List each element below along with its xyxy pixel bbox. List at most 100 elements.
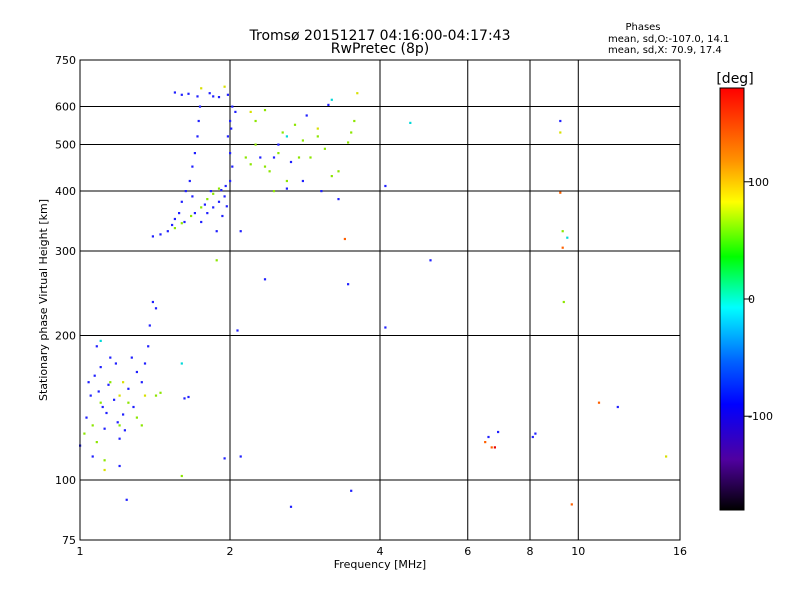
data-point — [91, 455, 94, 458]
data-point — [109, 381, 112, 384]
data-point — [99, 401, 102, 404]
data-point — [254, 143, 257, 146]
data-point — [570, 503, 573, 506]
data-point — [347, 141, 350, 144]
data-point — [249, 163, 252, 166]
y-tick-label: 100 — [55, 474, 76, 487]
data-point — [89, 394, 92, 397]
data-point — [337, 198, 340, 201]
data-point — [263, 278, 267, 281]
data-point — [107, 383, 110, 386]
data-point — [171, 223, 174, 227]
data-point — [143, 362, 147, 365]
data-point — [384, 326, 387, 329]
data-point — [116, 421, 119, 424]
data-point — [566, 236, 569, 239]
y-tick-label: 75 — [62, 534, 76, 547]
data-point — [665, 455, 668, 458]
data-point — [384, 184, 387, 188]
data-point — [356, 92, 359, 95]
data-point — [147, 345, 150, 348]
y-tick-label: 600 — [55, 101, 76, 114]
data-point — [187, 395, 190, 399]
data-point — [173, 227, 176, 230]
data-point — [330, 175, 333, 178]
y-tick-label: 300 — [55, 245, 76, 258]
y-tick-label: 400 — [55, 185, 76, 198]
data-points — [79, 85, 668, 508]
data-point — [217, 187, 221, 190]
data-point — [263, 109, 267, 112]
data-point — [493, 446, 496, 449]
data-point — [212, 206, 215, 209]
x-tick-label: 1 — [77, 545, 84, 558]
x-axis-label: Frequency [MHz] — [334, 558, 426, 571]
data-point — [135, 370, 138, 374]
data-point — [180, 362, 183, 365]
data-point — [130, 356, 133, 359]
chart-title: Tromsø 20151217 04:16:00-04:17:43 — [249, 28, 511, 44]
data-point — [226, 93, 229, 96]
data-point — [154, 394, 158, 397]
colorbar-label: [deg] — [716, 71, 753, 87]
data-point — [143, 394, 147, 397]
data-point — [127, 401, 130, 404]
data-point — [103, 427, 106, 430]
data-point — [190, 214, 193, 218]
data-point — [239, 230, 242, 233]
data-point — [118, 424, 121, 427]
data-point — [200, 220, 203, 224]
data-point — [221, 214, 224, 218]
data-point — [93, 374, 96, 377]
data-point — [327, 103, 330, 106]
data-point — [229, 152, 232, 155]
data-point — [154, 307, 158, 310]
data-point — [198, 105, 202, 108]
y-tick-label: 500 — [55, 139, 76, 152]
data-point — [316, 135, 319, 138]
data-point — [127, 387, 130, 390]
data-point — [223, 195, 226, 198]
x-tick-label: 4 — [377, 545, 384, 558]
colorbar-ticks: 100 0 -100 — [744, 176, 773, 423]
data-point — [180, 474, 183, 478]
colorbar-tick-label: 100 — [748, 176, 769, 189]
data-point — [151, 235, 154, 238]
data-point — [173, 91, 176, 94]
data-point — [231, 105, 234, 108]
data-point — [193, 152, 196, 155]
data-point — [166, 230, 169, 233]
data-point — [285, 135, 288, 138]
data-point — [159, 391, 162, 394]
data-point — [323, 147, 326, 150]
data-point — [118, 394, 121, 397]
data-point — [409, 121, 412, 124]
data-point — [226, 135, 229, 138]
x-tick-label: 6 — [464, 545, 471, 558]
y-axis-label: Stationary phase Virtual Height [km] — [37, 199, 50, 401]
data-point — [103, 459, 106, 462]
data-point — [215, 230, 218, 233]
data-point — [559, 119, 562, 123]
data-point — [91, 424, 94, 427]
data-point — [151, 300, 154, 304]
phases-heading: Phases — [625, 22, 660, 33]
chart-subtitle: RwPretec (8p) — [331, 41, 429, 57]
data-point — [289, 160, 293, 164]
data-point — [561, 246, 564, 249]
data-point — [209, 190, 212, 193]
data-point — [114, 362, 117, 365]
data-point — [193, 212, 196, 215]
data-point — [99, 339, 102, 342]
colorbar-tick-label: -100 — [748, 410, 773, 423]
data-point — [99, 366, 102, 369]
data-point — [244, 156, 247, 159]
data-point — [531, 435, 534, 439]
data-point — [191, 195, 194, 198]
y-tick-label: 750 — [55, 54, 76, 67]
data-point — [140, 424, 143, 427]
data-point — [101, 405, 104, 409]
data-point — [187, 92, 190, 95]
data-point — [183, 397, 186, 400]
data-point — [259, 156, 262, 159]
